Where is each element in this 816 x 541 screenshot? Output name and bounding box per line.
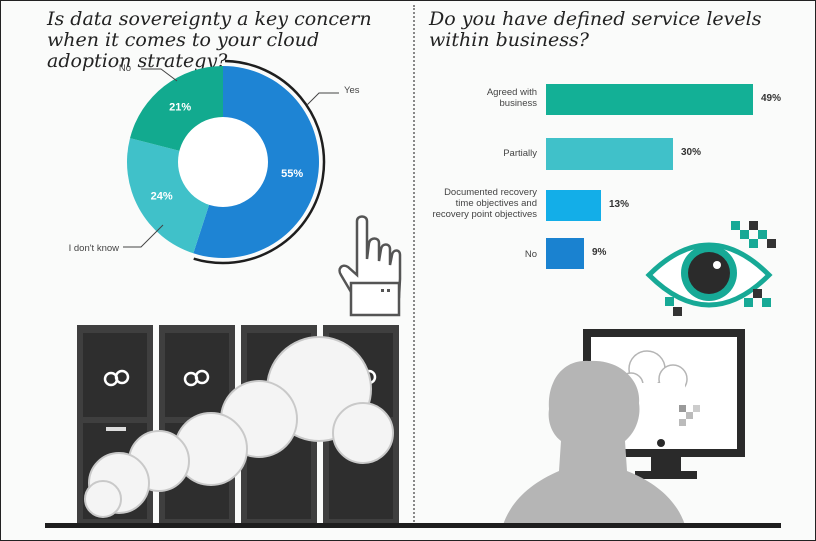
bar-chart-title: Do you have defined service levels withi… (429, 8, 762, 51)
bar (546, 138, 673, 170)
bar-category-label: Partially (503, 148, 537, 159)
cloud-group-illustration (84, 336, 394, 518)
donut-value-label: 24% (151, 191, 173, 203)
eye-illustration (645, 221, 776, 316)
hand-pointer-illustration (338, 215, 402, 317)
donut-category-label: I don't know (69, 243, 120, 254)
bar-value-label: 9% (592, 246, 607, 258)
donut-hole (178, 117, 268, 207)
bar (546, 238, 584, 269)
bar-value-label: 30% (681, 147, 702, 158)
callout-line (141, 68, 178, 82)
donut-category-label: No (119, 63, 131, 74)
callout-line (306, 92, 339, 106)
ground-line (45, 523, 781, 528)
bar-category-label: Documented recovery time objectives and re… (432, 187, 537, 220)
bar (546, 84, 753, 115)
bar-value-label: 49% (761, 92, 782, 104)
donut-category-label: Yes (344, 85, 360, 96)
server-racks-illustration (77, 325, 399, 525)
person-monitor-illustration (503, 329, 745, 525)
bar-category-label: Agreed with business (486, 87, 537, 109)
bar (546, 190, 601, 221)
pixel-squares (665, 221, 776, 316)
divider (413, 5, 415, 525)
donut-chart: 55% 24% 21% Yes I don't know No (69, 59, 360, 265)
donut-value-label: 55% (281, 168, 303, 180)
callout-line (123, 224, 164, 248)
yes-highlight-arc (193, 59, 326, 265)
bar-category-label: No (524, 249, 537, 260)
bar-value-label: 13% (609, 198, 630, 210)
donut-chart-title: Is data sovereignty a key concern when i… (47, 8, 372, 72)
donut-value-label: 21% (169, 102, 191, 114)
